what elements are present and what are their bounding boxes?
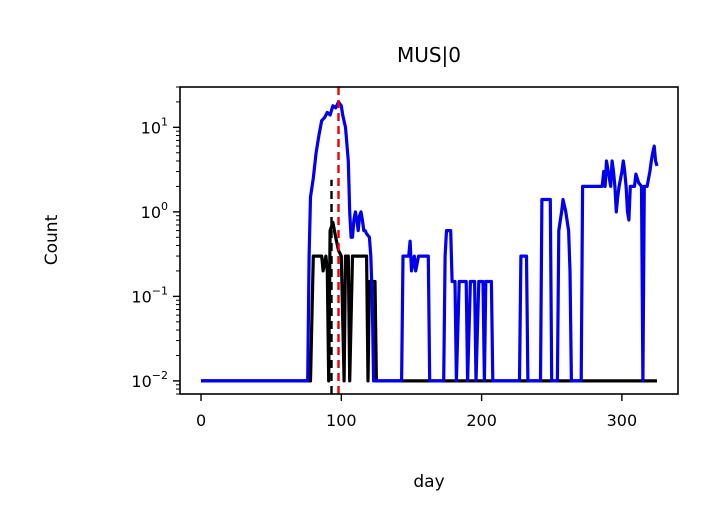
axis-ticks: 0 100 200 300 10−2 10−1 100 101 [131,86,638,430]
y-tick-label: 100 [141,200,168,222]
x-tick-label: 100 [326,411,357,430]
x-tick-label: 300 [607,411,638,430]
axes-frame [179,86,679,395]
series-line-2 [201,100,659,383]
y-tick-label: 101 [141,115,168,137]
series-line-1 [201,220,657,383]
chart-title: MUS|0 [397,43,461,67]
x-tick-label: 0 [196,411,206,430]
plot-area [201,87,659,394]
y-axis-label: Count [42,214,62,265]
x-axis-label: day [413,472,444,492]
y-tick-label: 10−1 [131,284,168,306]
y-tick-label: 10−2 [131,369,168,391]
x-tick-label: 200 [466,411,497,430]
